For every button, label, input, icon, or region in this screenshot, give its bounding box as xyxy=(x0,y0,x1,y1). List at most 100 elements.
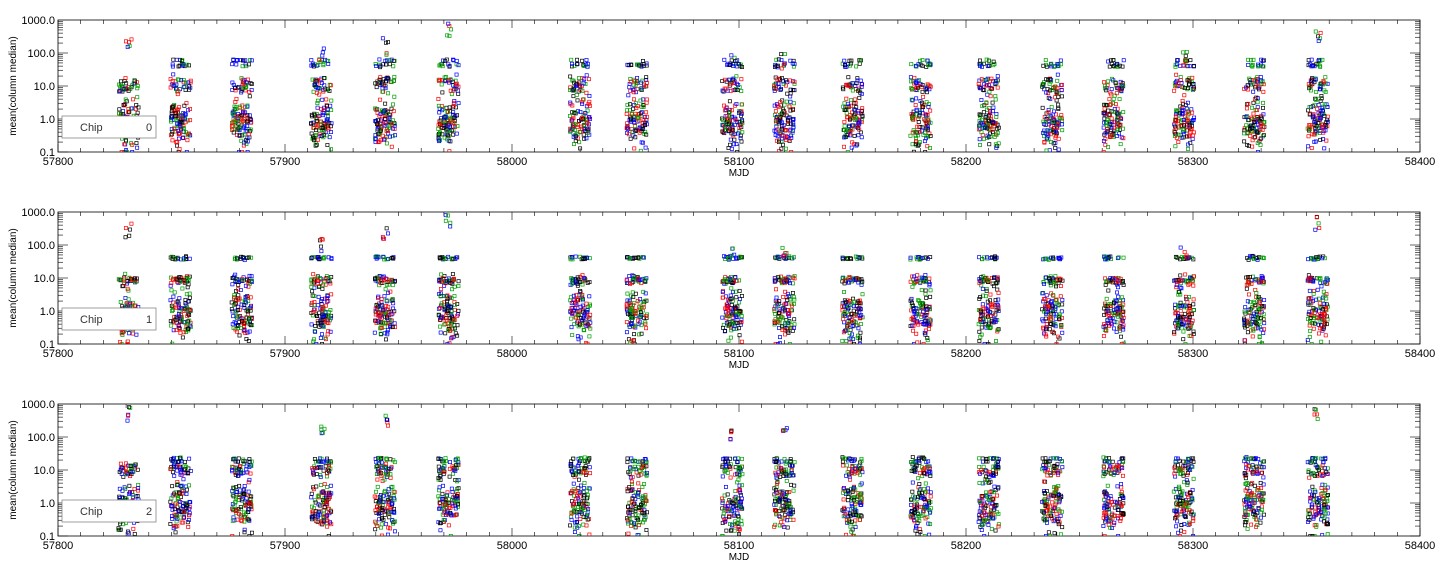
data-point xyxy=(375,107,380,112)
data-point xyxy=(987,142,992,147)
data-point xyxy=(791,117,796,121)
data-point xyxy=(588,312,593,317)
data-point xyxy=(986,280,991,284)
data-point xyxy=(921,132,926,137)
data-point xyxy=(775,134,780,139)
data-point xyxy=(122,103,127,108)
data-point xyxy=(924,295,929,300)
data-point xyxy=(980,121,985,126)
data-point xyxy=(990,130,995,134)
data-point xyxy=(625,307,630,312)
data-point xyxy=(729,310,734,315)
data-point xyxy=(635,62,640,67)
data-point xyxy=(177,319,182,324)
data-point xyxy=(440,90,445,95)
data-point xyxy=(449,296,454,300)
data-point xyxy=(309,300,314,305)
data-point xyxy=(924,126,928,131)
data-point xyxy=(735,88,740,93)
data-point xyxy=(721,117,725,122)
data-point xyxy=(173,305,178,310)
data-point xyxy=(328,83,333,88)
data-point xyxy=(995,85,1000,90)
data-point xyxy=(730,312,735,317)
data-point xyxy=(1192,115,1197,120)
data-point xyxy=(738,62,743,67)
data-point xyxy=(1174,135,1179,140)
data-point xyxy=(383,58,388,63)
data-point xyxy=(730,253,735,258)
data-point xyxy=(1059,309,1064,314)
data-point xyxy=(1262,58,1267,63)
data-point xyxy=(1106,59,1111,64)
data-point xyxy=(1258,143,1263,147)
data-point xyxy=(313,324,318,328)
data-point xyxy=(852,133,857,138)
data-point xyxy=(784,276,789,281)
data-point xyxy=(328,124,333,129)
data-point xyxy=(231,82,236,87)
data-point xyxy=(1042,121,1047,126)
data-point xyxy=(739,339,744,344)
data-point xyxy=(858,58,863,63)
data-point xyxy=(628,308,633,313)
data-point xyxy=(722,77,727,82)
data-point xyxy=(381,255,386,260)
data-point xyxy=(978,58,982,63)
data-point xyxy=(1172,88,1177,93)
data-point xyxy=(1245,83,1250,88)
data-point xyxy=(245,104,250,109)
data-point xyxy=(722,254,726,259)
data-point xyxy=(121,102,126,107)
data-point xyxy=(913,63,918,68)
data-point xyxy=(445,129,449,134)
data-point xyxy=(1325,114,1330,119)
data-point xyxy=(1255,79,1260,84)
data-point xyxy=(911,274,916,279)
data-point xyxy=(636,276,641,281)
data-point xyxy=(569,306,574,311)
data-point xyxy=(628,116,633,121)
data-point xyxy=(852,101,857,106)
data-point xyxy=(786,274,791,279)
data-point xyxy=(1050,87,1055,92)
data-point xyxy=(587,334,592,339)
data-point xyxy=(585,308,590,313)
data-point xyxy=(133,280,138,285)
data-point xyxy=(1044,64,1049,69)
data-point xyxy=(636,310,641,315)
data-point xyxy=(644,80,649,85)
data-point xyxy=(120,332,125,337)
data-point xyxy=(725,121,730,126)
data-point xyxy=(175,121,180,126)
data-point xyxy=(125,342,130,344)
data-point xyxy=(625,125,630,130)
data-point xyxy=(309,131,314,136)
data-point xyxy=(179,59,184,63)
data-point xyxy=(853,116,858,121)
data-point xyxy=(977,112,982,117)
data-point xyxy=(386,91,391,96)
data-point xyxy=(775,255,780,260)
data-point xyxy=(175,277,180,282)
data-point xyxy=(571,293,576,298)
data-point xyxy=(1249,63,1254,68)
data-point xyxy=(581,327,586,332)
data-point xyxy=(445,33,450,38)
data-point xyxy=(241,58,245,63)
data-point xyxy=(849,301,854,306)
data-point xyxy=(444,315,449,320)
data-point xyxy=(776,138,781,143)
data-point xyxy=(845,115,850,120)
data-point xyxy=(450,335,455,340)
x-tick-label: 58000 xyxy=(497,348,528,360)
data-point xyxy=(1111,58,1116,62)
data-point xyxy=(1182,127,1187,132)
data-point xyxy=(323,277,328,282)
data-point xyxy=(437,110,442,115)
data-point xyxy=(1109,123,1114,128)
data-point xyxy=(644,75,649,80)
data-point xyxy=(1176,81,1181,86)
data-point xyxy=(856,88,861,93)
data-point xyxy=(384,257,389,262)
